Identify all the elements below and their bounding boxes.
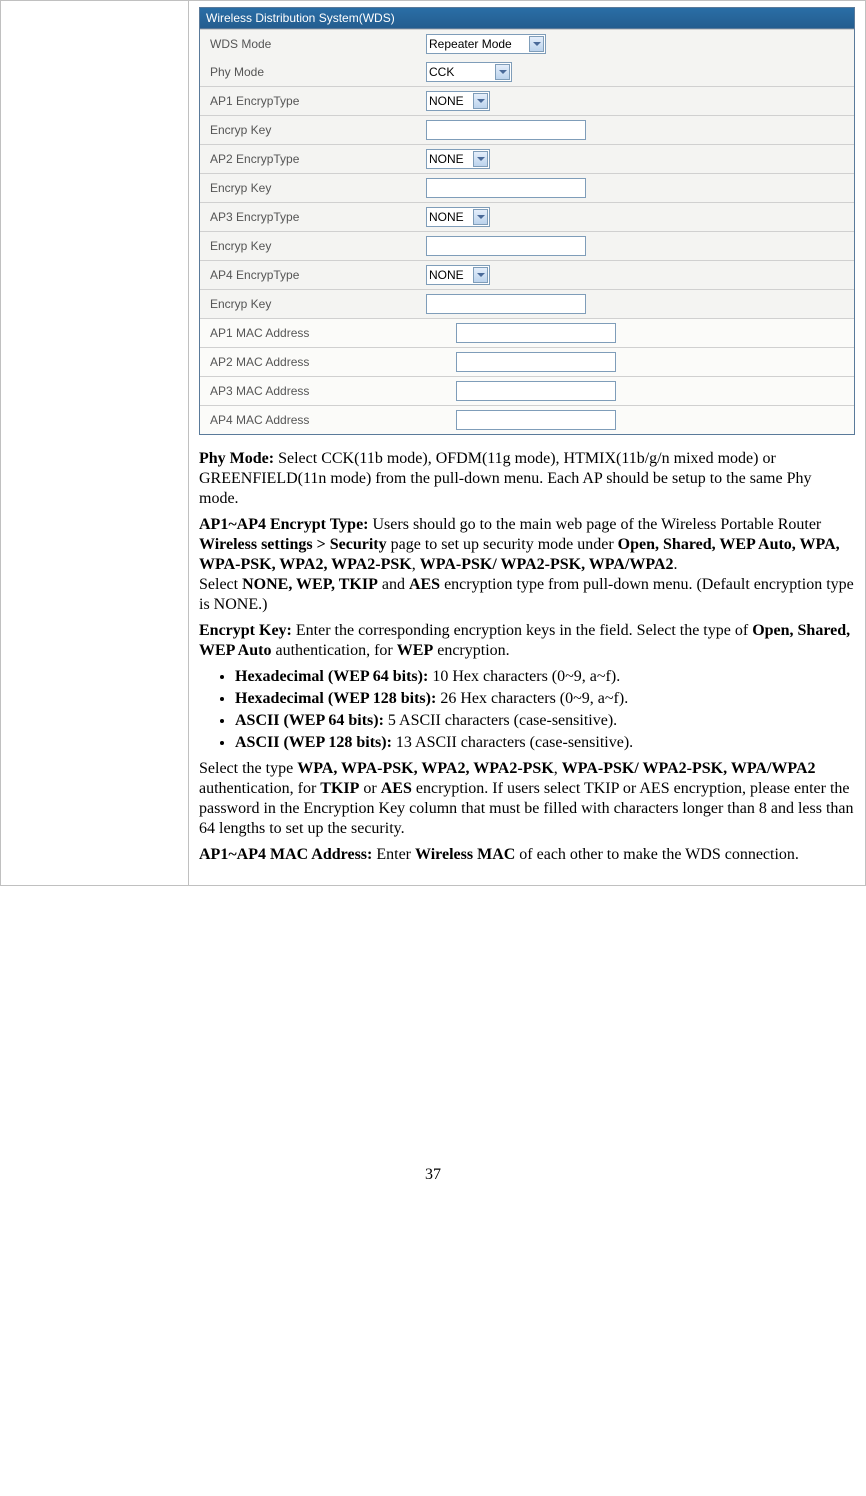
right-column: Wireless Distribution System(WDS) WDS Mo… [189,1,866,886]
wds-row-label: Encryp Key [200,232,420,260]
encrypt-key-label: Encrypt Key: [199,622,296,639]
wds-row-label: AP4 EncrypType [200,261,420,289]
list-item: Hexadecimal (WEP 128 bits): 26 Hex chara… [235,689,855,709]
wds-row: AP1 MAC Address [200,318,854,347]
wds-row-label: AP1 EncrypType [200,87,420,115]
wds-row: Phy Mode CCK [200,58,854,86]
encryp-key-input[interactable] [426,236,586,256]
wds-row: Encryp Key [200,173,854,202]
layout-table: Wireless Distribution System(WDS) WDS Mo… [0,0,866,886]
mac-address-input[interactable] [456,352,616,372]
wds-row-label: AP2 EncrypType [200,145,420,173]
wds-row: AP3 MAC Address [200,376,854,405]
wds-row-field: NONE [420,145,854,173]
mac-address-label: AP1~AP4 MAC Address: [199,846,376,863]
wds-row-label: WDS Mode [200,30,420,58]
phy-mode-text: Select CCK(11b mode), OFDM(11g mode), HT… [199,450,812,507]
wds-row: AP4 EncrypType NONE [200,260,854,289]
wds-row-field [420,348,854,376]
wds-row-field [420,174,854,202]
wds-row-label: AP4 MAC Address [200,406,420,434]
wds-row: Encryp Key [200,289,854,318]
wds-row-label: AP2 MAC Address [200,348,420,376]
wds-select[interactable]: NONE [426,91,490,111]
phy-mode-label: Phy Mode: [199,450,278,467]
wds-row-label: Encryp Key [200,116,420,144]
wds-row-field: NONE [420,87,854,115]
list-item: ASCII (WEP 64 bits): 5 ASCII characters … [235,711,855,731]
wds-panel-header: Wireless Distribution System(WDS) [200,8,854,29]
wds-row-field: Repeater Mode [420,30,854,58]
wds-row-label: AP3 MAC Address [200,377,420,405]
encryp-key-input[interactable] [426,178,586,198]
wds-row: WDS Mode Repeater Mode [200,29,854,58]
wds-row-label: Encryp Key [200,290,420,318]
wds-row-label: AP1 MAC Address [200,319,420,347]
wds-panel: Wireless Distribution System(WDS) WDS Mo… [199,7,855,435]
wds-row: AP3 EncrypType NONE [200,202,854,231]
list-item: Hexadecimal (WEP 64 bits): 10 Hex charac… [235,667,855,687]
wds-select[interactable]: NONE [426,265,490,285]
encrypt-key-paragraph: Encrypt Key: Enter the corresponding enc… [199,621,855,661]
left-column [1,1,189,886]
wds-row-field [420,406,854,434]
wds-select[interactable]: NONE [426,207,490,227]
wds-row: Encryp Key [200,115,854,144]
wds-row-field [420,232,854,260]
documentation-content: Phy Mode: Select CCK(11b mode), OFDM(11g… [199,449,855,865]
wds-row-field [420,319,854,347]
mac-address-paragraph: AP1~AP4 MAC Address: Enter Wireless MAC … [199,845,855,865]
mac-address-input[interactable] [456,323,616,343]
list-item: ASCII (WEP 128 bits): 13 ASCII character… [235,733,855,753]
wds-row-label: Encryp Key [200,174,420,202]
mac-address-input[interactable] [456,381,616,401]
wds-row: Encryp Key [200,231,854,260]
encrypt-type-paragraph: AP1~AP4 Encrypt Type: Users should go to… [199,515,855,615]
wep-bullet-list: Hexadecimal (WEP 64 bits): 10 Hex charac… [199,667,855,753]
wds-row: AP1 EncrypType NONE [200,86,854,115]
encrypt-type-label: AP1~AP4 Encrypt Type: [199,516,373,533]
wds-row-field: CCK [420,58,854,86]
wds-select[interactable]: Repeater Mode [426,34,546,54]
wds-row-field [420,290,854,318]
wpa-paragraph: Select the type WPA, WPA-PSK, WPA2, WPA2… [199,759,855,839]
page-number: 37 [0,1166,866,1184]
phy-mode-paragraph: Phy Mode: Select CCK(11b mode), OFDM(11g… [199,449,855,509]
wds-row: AP2 MAC Address [200,347,854,376]
wds-row: AP4 MAC Address [200,405,854,434]
wds-row-field: NONE [420,261,854,289]
encryp-key-input[interactable] [426,120,586,140]
wds-row-field [420,116,854,144]
encryp-key-input[interactable] [426,294,586,314]
wds-select[interactable]: CCK [426,62,512,82]
wds-row-label: AP3 EncrypType [200,203,420,231]
mac-address-input[interactable] [456,410,616,430]
wds-select[interactable]: NONE [426,149,490,169]
wds-row-field: NONE [420,203,854,231]
wds-row-field [420,377,854,405]
wds-row: AP2 EncrypType NONE [200,144,854,173]
wds-row-label: Phy Mode [200,58,420,86]
